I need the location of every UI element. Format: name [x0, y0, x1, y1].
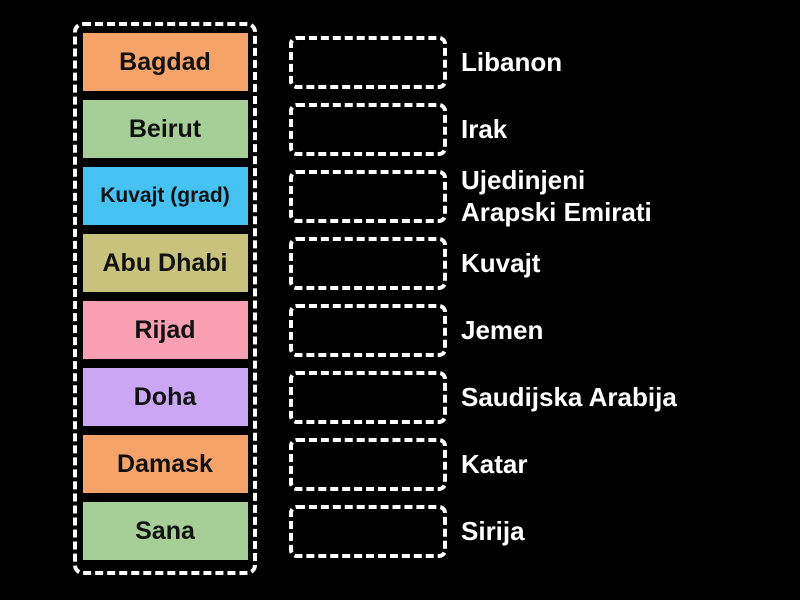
- answer-tile-beirut[interactable]: Beirut: [82, 100, 248, 158]
- drop-slot-irak[interactable]: [289, 103, 447, 156]
- country-label-kuvajt: Kuvajt: [461, 247, 541, 278]
- match-row: Jemen: [289, 304, 677, 357]
- drop-slot-ujedinjeni-arapski-emirati[interactable]: [289, 170, 447, 223]
- answer-tile-kuvajt-grad[interactable]: Kuvajt (grad): [82, 167, 248, 225]
- match-row: Saudijska Arabija: [289, 371, 677, 424]
- country-label-ujedinjeni-arapski-emirati: Ujedinjeni Arapski Emirati: [461, 165, 652, 227]
- drop-slot-kuvajt[interactable]: [289, 237, 447, 290]
- country-label-saudijska-arabija: Saudijska Arabija: [461, 381, 677, 412]
- drop-slot-saudijska-arabija[interactable]: [289, 371, 447, 424]
- country-label-jemen: Jemen: [461, 314, 544, 345]
- country-label-irak: Irak: [461, 113, 508, 144]
- drop-slot-sirija[interactable]: [289, 505, 447, 558]
- answer-tile-rijad[interactable]: Rijad: [82, 301, 248, 359]
- drop-slots-column: Libanon Irak Ujedinjeni Arapski Emirati …: [289, 36, 677, 558]
- answer-tile-abu-dhabi[interactable]: Abu Dhabi: [82, 234, 248, 292]
- drop-slot-katar[interactable]: [289, 438, 447, 491]
- country-label-libanon: Libanon: [461, 46, 563, 77]
- answer-tile-damask[interactable]: Damask: [82, 435, 248, 493]
- match-row: Ujedinjeni Arapski Emirati: [289, 165, 677, 227]
- answer-tiles-group: Bagdad Beirut Kuvajt (grad) Abu Dhabi Ri…: [73, 22, 257, 575]
- answer-tile-doha[interactable]: Doha: [82, 368, 248, 426]
- match-row: Katar: [289, 438, 677, 491]
- drop-slot-libanon[interactable]: [289, 36, 447, 89]
- match-row: Kuvajt: [289, 237, 677, 290]
- drop-slot-jemen[interactable]: [289, 304, 447, 357]
- match-row: Libanon: [289, 36, 677, 89]
- country-label-katar: Katar: [461, 448, 528, 479]
- match-row: Sirija: [289, 505, 677, 558]
- match-row: Irak: [289, 103, 677, 156]
- answer-tile-bagdad[interactable]: Bagdad: [82, 33, 248, 91]
- answer-tile-sana[interactable]: Sana: [82, 502, 248, 560]
- country-label-sirija: Sirija: [461, 515, 525, 546]
